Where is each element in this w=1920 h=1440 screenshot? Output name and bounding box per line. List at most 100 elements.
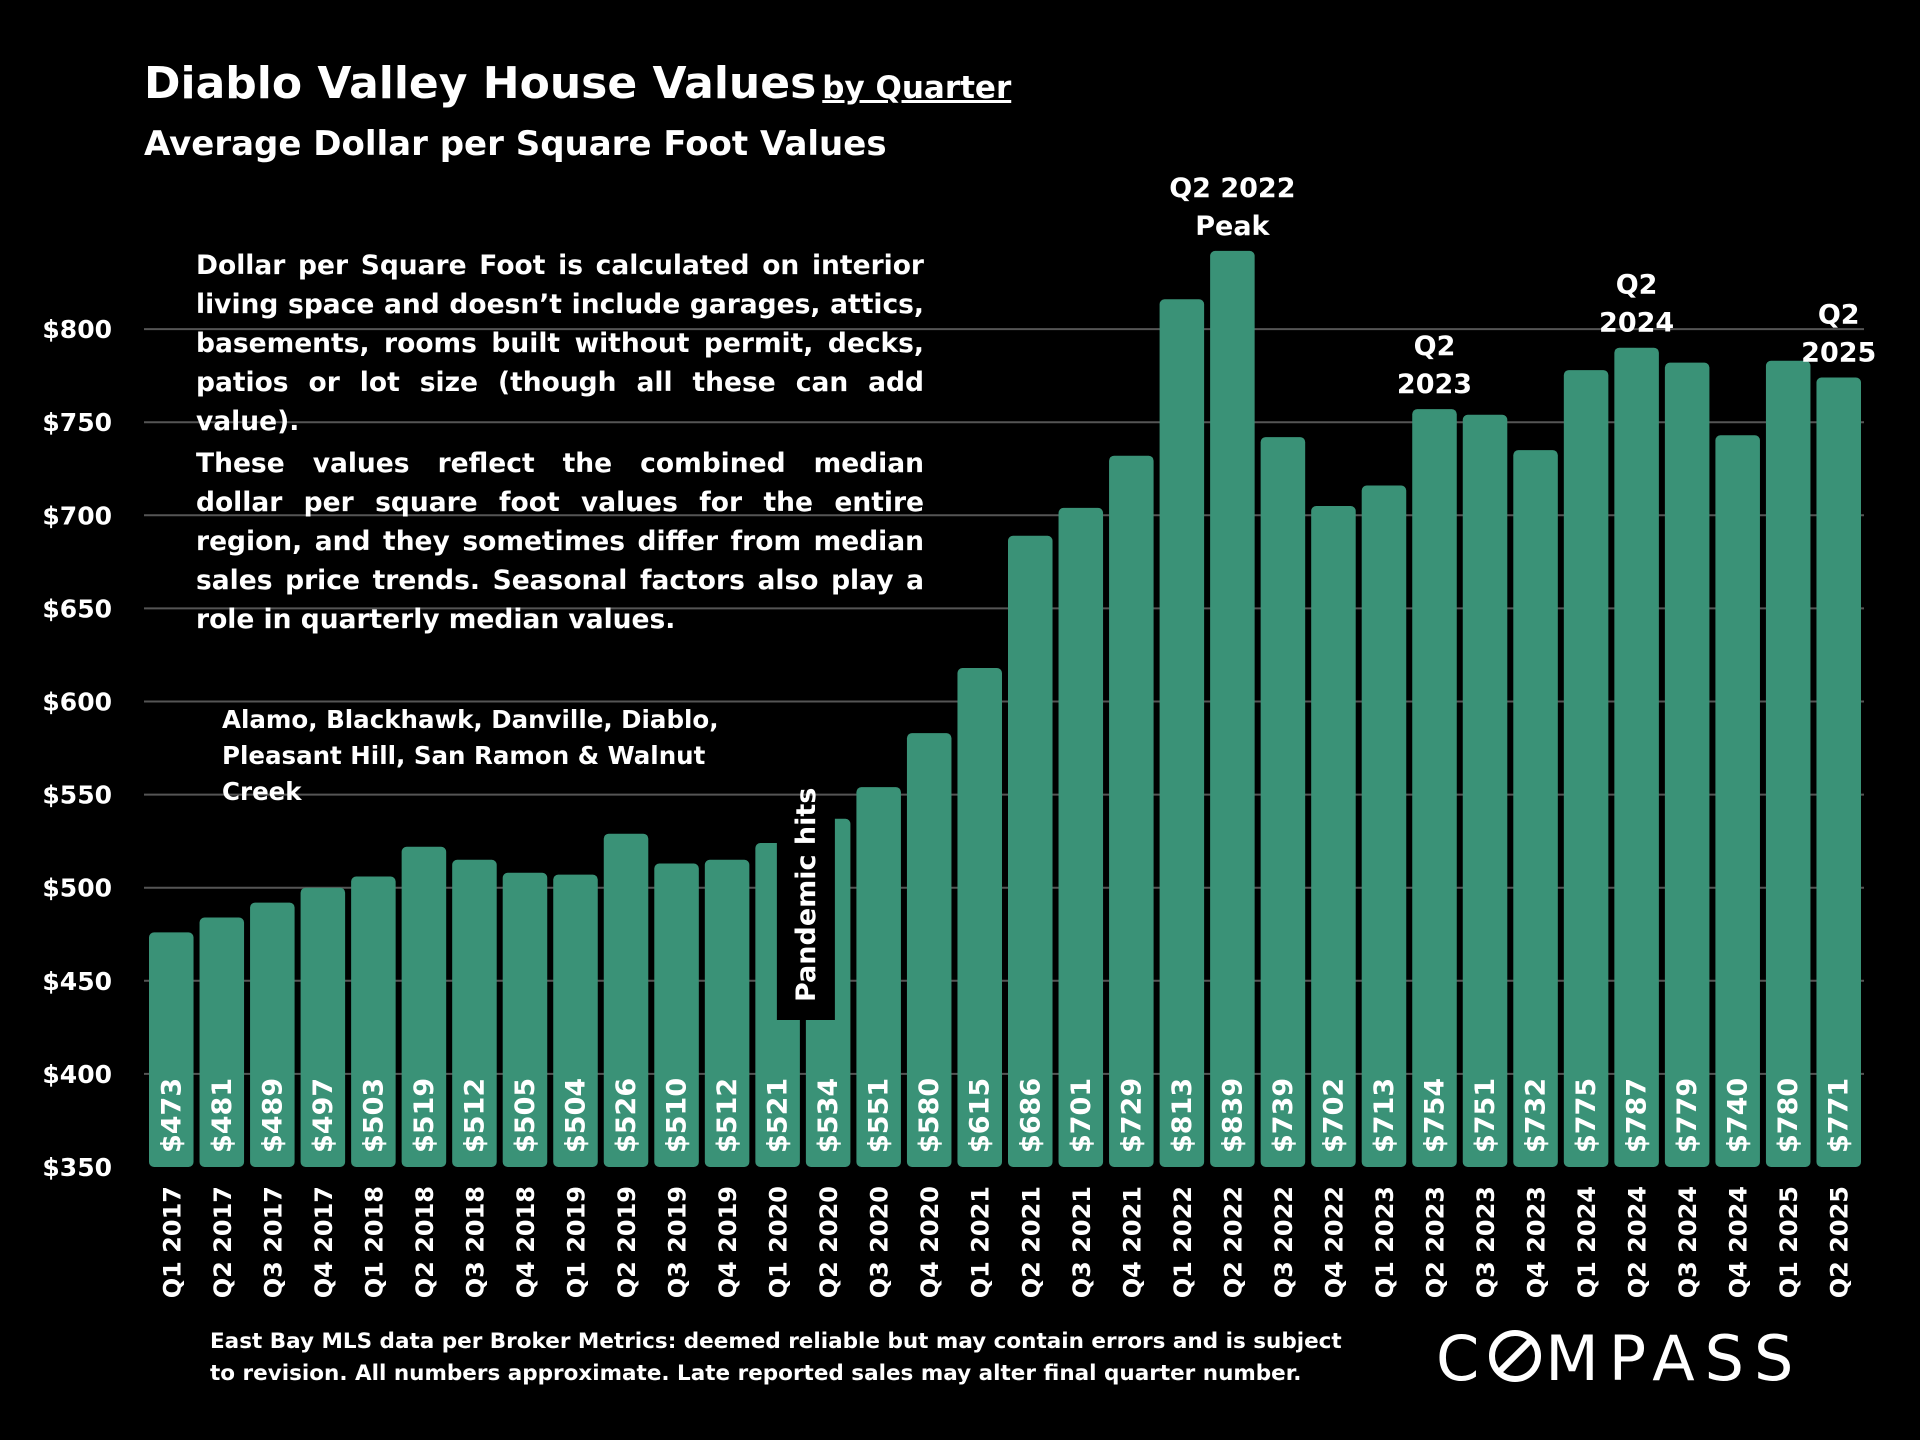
- bar-value-label: $512: [712, 1078, 743, 1153]
- methodology-note: These values reflect the combined median…: [196, 448, 924, 635]
- x-tick-label: Q4 2017: [310, 1186, 338, 1298]
- footnote-line-2: to revision. All numbers approximate. La…: [210, 1361, 1302, 1386]
- bar: [1513, 450, 1558, 1167]
- bar: [654, 863, 699, 1167]
- title-main: Diablo Valley House Values: [144, 58, 817, 109]
- bar: [300, 887, 346, 1167]
- x-tick-label: Q2 2024: [1624, 1186, 1652, 1298]
- x-tick-label: Q4 2023: [1523, 1186, 1551, 1298]
- y-tick-label: $400: [42, 1060, 112, 1089]
- x-tick-label: Q2 2017: [209, 1186, 237, 1298]
- bar-value-label: $754: [1420, 1078, 1451, 1153]
- peak-annotation: Q2 2022: [1169, 173, 1295, 204]
- x-tick-label: Q2 2019: [613, 1186, 641, 1298]
- x-tick-label: Q3 2018: [461, 1186, 489, 1298]
- bar-value-label: $740: [1723, 1078, 1754, 1153]
- bar: [199, 917, 245, 1167]
- peak-annotation: 2023: [1397, 369, 1472, 400]
- y-tick-label: $600: [42, 688, 112, 717]
- pandemic-callout: Pandemic hits: [791, 788, 822, 1002]
- bar: [1311, 505, 1356, 1167]
- bar: [1462, 414, 1508, 1167]
- y-tick-label: $700: [42, 501, 112, 530]
- bar-value-label: $701: [1066, 1078, 1097, 1153]
- x-tick-label: Q2 2025: [1826, 1186, 1854, 1298]
- bar: [856, 787, 901, 1167]
- bar-value-label: $497: [308, 1078, 339, 1153]
- x-tick-label: Q1 2020: [765, 1186, 793, 1298]
- y-tick-label: $350: [42, 1153, 112, 1182]
- x-tick-label: Q3 2019: [664, 1186, 692, 1298]
- title-suffix: by Quarter: [822, 70, 1012, 106]
- bar-value-label: $521: [763, 1078, 794, 1153]
- x-tick-label: Q1 2017: [158, 1186, 186, 1298]
- chart-subtitle: Average Dollar per Square Foot Values: [144, 124, 887, 164]
- regions-list: Alamo, Blackhawk, Danville, Diablo, Plea…: [222, 705, 719, 806]
- bar-value-label: $713: [1369, 1078, 1400, 1153]
- peak-annotation: Q2: [1414, 331, 1456, 362]
- peak-annotation: Q2: [1616, 270, 1658, 301]
- x-tick-label: Q3 2024: [1674, 1186, 1702, 1298]
- bar: [1614, 347, 1659, 1168]
- bar-value-label: $551: [864, 1078, 895, 1153]
- bar: [401, 846, 447, 1167]
- bar-value-label: $503: [358, 1078, 389, 1153]
- x-tick-label: Q1 2018: [360, 1186, 388, 1298]
- bar: [1159, 299, 1205, 1168]
- bar-value-label: $729: [1116, 1078, 1147, 1153]
- peak-annotation: 2025: [1801, 338, 1876, 369]
- annotations: Q2 2022 Peak Q2 2023 Q2 2024 Q2 2025 Pandemic hi…: [776, 173, 1876, 1020]
- bar-value-label: $787: [1622, 1078, 1653, 1153]
- y-tick-label: $800: [42, 315, 112, 344]
- bar-value-label: $686: [1015, 1078, 1046, 1153]
- bar-value-label: $505: [510, 1078, 541, 1153]
- x-tick-label: Q4 2024: [1725, 1186, 1753, 1298]
- x-tick-label: Q1 2022: [1169, 1186, 1197, 1298]
- x-tick-label: Q4 2021: [1118, 1186, 1146, 1298]
- peak-annotation: 2024: [1599, 308, 1674, 339]
- bar-value-label: $519: [409, 1078, 440, 1153]
- x-tick-label: Q3 2020: [866, 1186, 894, 1298]
- bar-value-label: $780: [1773, 1078, 1804, 1153]
- bar-value-label: $526: [611, 1078, 642, 1153]
- bar-value-label: $702: [1318, 1078, 1349, 1153]
- bar-value-label: $534: [813, 1078, 844, 1153]
- bar-value-label: $580: [914, 1078, 945, 1153]
- bar: [1008, 535, 1053, 1167]
- x-tick-label: Q4 2020: [916, 1186, 944, 1298]
- bar-value-label: $489: [257, 1078, 288, 1153]
- bar: [351, 876, 396, 1167]
- bar-value-label: $615: [965, 1078, 996, 1153]
- x-tick-label: Q1 2025: [1775, 1186, 1803, 1298]
- x-tick-label: Q1 2024: [1573, 1186, 1601, 1298]
- bar-value-label: $751: [1470, 1078, 1501, 1153]
- x-tick-label: Q4 2022: [1320, 1186, 1348, 1298]
- peak-annotation: Q2: [1818, 300, 1860, 331]
- bar-value-label: $813: [1167, 1078, 1198, 1153]
- bar: [1058, 507, 1104, 1167]
- bar: [250, 902, 295, 1167]
- chart-title: Diablo Valley House Values by Quarter: [144, 58, 1011, 109]
- bar: [1816, 377, 1861, 1168]
- bar: [906, 733, 952, 1167]
- bar: [704, 859, 750, 1167]
- bar-value-label: $512: [459, 1078, 490, 1153]
- bar: [1210, 250, 1255, 1167]
- footnote-line-1: East Bay MLS data per Broker Metrics: de…: [210, 1329, 1342, 1354]
- compass-logo: C MPASS: [1436, 1322, 1804, 1395]
- bar-value-label: $739: [1268, 1078, 1299, 1153]
- x-tick-label: Q4 2019: [714, 1186, 742, 1298]
- callout-box: [776, 808, 835, 1020]
- x-tick-label: Q3 2017: [259, 1186, 287, 1298]
- x-tick-label: Q3 2022: [1270, 1186, 1298, 1298]
- bar: [502, 872, 548, 1167]
- x-tick-label: Q2 2022: [1219, 1186, 1247, 1298]
- bar: [1260, 437, 1306, 1167]
- x-tick-label: Q2 2018: [411, 1186, 439, 1298]
- bar: [1109, 455, 1154, 1167]
- bars: $473 $481 $489 $497 $503 $519 $512 $505 $504 $526…: [149, 250, 1861, 1168]
- bar: [553, 874, 598, 1167]
- x-tick-label: Q2 2023: [1422, 1186, 1450, 1298]
- bar: [1412, 409, 1457, 1167]
